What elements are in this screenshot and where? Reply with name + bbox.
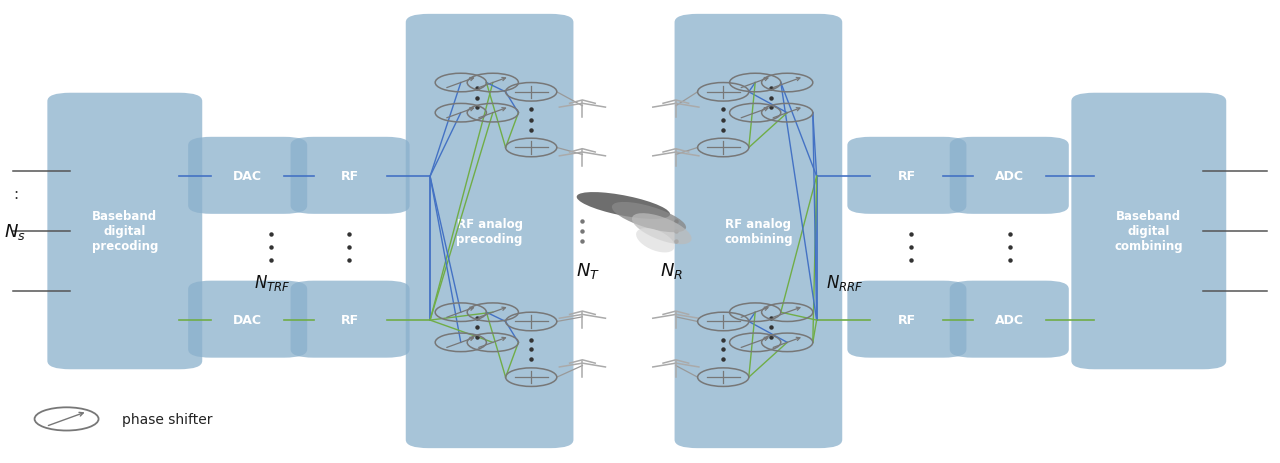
FancyBboxPatch shape bbox=[188, 138, 307, 214]
Text: $N_{TRF}$: $N_{TRF}$ bbox=[255, 272, 291, 293]
FancyBboxPatch shape bbox=[47, 94, 202, 369]
Text: DAC: DAC bbox=[233, 313, 262, 326]
FancyBboxPatch shape bbox=[1071, 94, 1226, 369]
Text: Baseband
digital
precoding: Baseband digital precoding bbox=[92, 210, 157, 253]
Text: $N_R$: $N_R$ bbox=[660, 261, 684, 281]
FancyBboxPatch shape bbox=[675, 15, 842, 448]
Text: phase shifter: phase shifter bbox=[122, 412, 212, 426]
Text: $N_s$: $N_s$ bbox=[4, 221, 27, 242]
Ellipse shape bbox=[632, 214, 691, 244]
Text: ADC: ADC bbox=[995, 313, 1024, 326]
Text: RF analog
combining: RF analog combining bbox=[724, 218, 792, 245]
Text: DAC: DAC bbox=[233, 169, 262, 182]
Text: RF: RF bbox=[897, 313, 916, 326]
FancyBboxPatch shape bbox=[950, 281, 1069, 358]
FancyBboxPatch shape bbox=[291, 138, 410, 214]
Text: RF: RF bbox=[340, 169, 360, 182]
Text: ADC: ADC bbox=[995, 169, 1024, 182]
FancyBboxPatch shape bbox=[847, 138, 966, 214]
Text: RF: RF bbox=[897, 169, 916, 182]
FancyBboxPatch shape bbox=[188, 281, 307, 358]
Ellipse shape bbox=[577, 193, 669, 219]
Ellipse shape bbox=[612, 202, 686, 233]
Text: $N_T$: $N_T$ bbox=[576, 261, 599, 281]
Text: Baseband
digital
combining: Baseband digital combining bbox=[1115, 210, 1183, 253]
Ellipse shape bbox=[636, 229, 675, 253]
FancyBboxPatch shape bbox=[291, 281, 410, 358]
FancyBboxPatch shape bbox=[950, 138, 1069, 214]
FancyBboxPatch shape bbox=[406, 15, 573, 448]
Text: RF analog
precoding: RF analog precoding bbox=[457, 218, 522, 245]
FancyBboxPatch shape bbox=[847, 281, 966, 358]
Text: $N_{RRF}$: $N_{RRF}$ bbox=[826, 272, 864, 293]
Text: :: : bbox=[13, 187, 18, 202]
Text: RF: RF bbox=[340, 313, 360, 326]
